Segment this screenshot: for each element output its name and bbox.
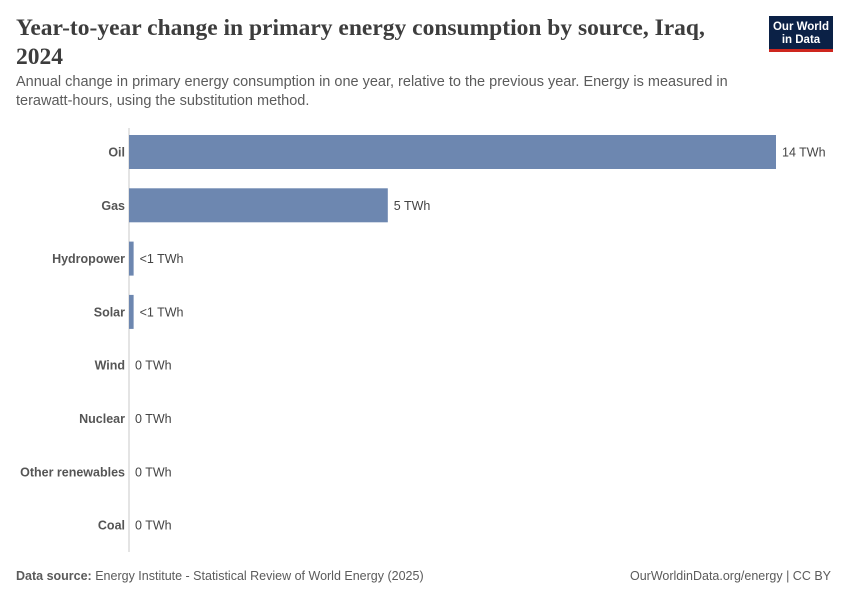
value-label-gas: 5 TWh (394, 199, 431, 213)
category-label-other-renewables: Other renewables (20, 465, 125, 479)
category-label-solar: Solar (94, 305, 125, 319)
category-label-hydropower: Hydropower (52, 252, 125, 266)
category-label-nuclear: Nuclear (79, 412, 125, 426)
value-label-other-renewables: 0 TWh (135, 465, 172, 479)
value-label-nuclear: 0 TWh (135, 412, 172, 426)
value-label-hydropower: <1 TWh (140, 252, 184, 266)
logo-line-2: in Data (781, 34, 821, 46)
category-label-coal: Coal (98, 519, 125, 533)
data-source-link[interactable]: Energy Institute - Statistical Review of… (95, 569, 424, 583)
category-label-wind: Wind (95, 359, 125, 373)
value-label-oil: 14 TWh (782, 146, 826, 160)
footer-credit[interactable]: OurWorldinData.org/energy | CC BY (629, 569, 831, 583)
owid-logo[interactable]: Our World in Data (769, 16, 833, 52)
chart-title: Year-to-year change in primary energy co… (16, 15, 705, 70)
data-source: Data source: Energy Institute - Statisti… (16, 569, 424, 583)
chart-subtitle: Annual change in primary energy consumpt… (16, 74, 728, 109)
value-label-solar: <1 TWh (140, 305, 184, 319)
bar-oil[interactable] (129, 135, 776, 169)
value-label-coal: 0 TWh (135, 519, 172, 533)
data-source-label: Data source: (16, 569, 92, 583)
logo-line-1: Our World (772, 21, 829, 33)
bar-gas[interactable] (129, 188, 388, 223)
category-label-gas: Gas (101, 199, 125, 213)
value-label-wind: 0 TWh (135, 359, 172, 373)
bar-solar[interactable] (129, 294, 134, 329)
category-label-oil: Oil (108, 146, 125, 160)
bar-hydropower[interactable] (129, 241, 134, 276)
